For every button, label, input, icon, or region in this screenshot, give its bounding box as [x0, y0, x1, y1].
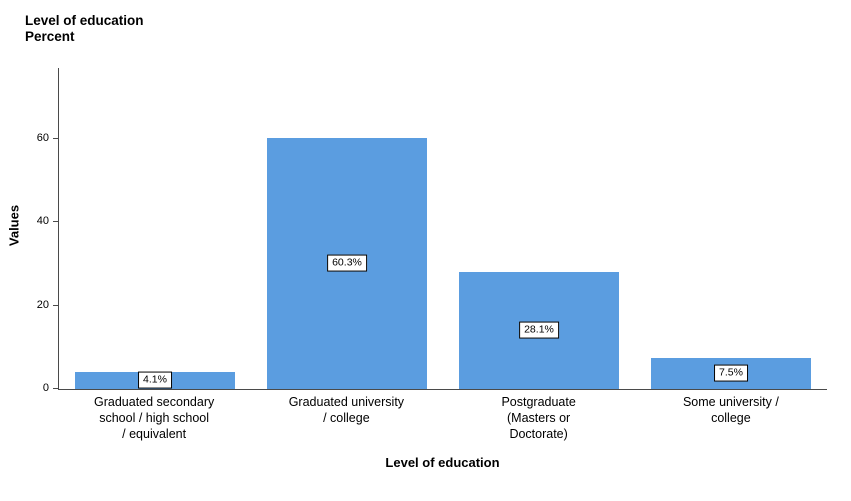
y-axis-label: Values: [6, 204, 22, 247]
y-tick: 40: [37, 215, 59, 227]
bar-value-label: 4.1%: [138, 371, 172, 390]
chart-title: Level of education: [25, 13, 144, 28]
bar-slot: 4.1%: [59, 68, 251, 390]
y-tick-label: 0: [42, 382, 49, 394]
bar: 60.3%: [267, 137, 427, 389]
bar-value-label: 28.1%: [519, 321, 559, 339]
chart-subtitle: Percent: [25, 28, 75, 44]
y-tick-label: 40: [36, 215, 49, 228]
x-category-label: Some university / college: [682, 395, 779, 425]
x-axis-label: Level of education: [385, 455, 500, 470]
y-tick-label: 60: [36, 131, 49, 144]
y-tick: 60: [37, 132, 59, 144]
bars-container: 4.1% 60.3% 28.1% 7.5%: [59, 68, 827, 390]
bar: 28.1%: [459, 271, 619, 389]
plot-area: 0 20 40 60 4.1% 60.3% 28.1% 7.5%: [37, 68, 827, 394]
bar: 7.5%: [651, 357, 811, 389]
bar-slot: 7.5%: [635, 68, 827, 389]
y-tick-label: 20: [36, 298, 49, 311]
x-category-labels: Graduated secondary school / high school…: [58, 394, 827, 442]
bar-value-label: 7.5%: [714, 364, 748, 382]
bar-value-label: 60.3%: [327, 254, 367, 272]
bar-slot: 28.1%: [443, 68, 635, 389]
chart-title-block: Level of education Percent: [25, 13, 144, 44]
x-category-label: Postgraduate (Masters or Doctorate): [501, 395, 576, 441]
y-tick: 20: [37, 299, 59, 311]
bar-slot: 60.3%: [251, 68, 443, 389]
y-tick: 0: [43, 382, 59, 394]
x-category-label: Graduated secondary school / high school…: [94, 395, 215, 441]
bar: 4.1%: [75, 371, 235, 390]
x-category-label: Graduated university / college: [288, 395, 405, 425]
